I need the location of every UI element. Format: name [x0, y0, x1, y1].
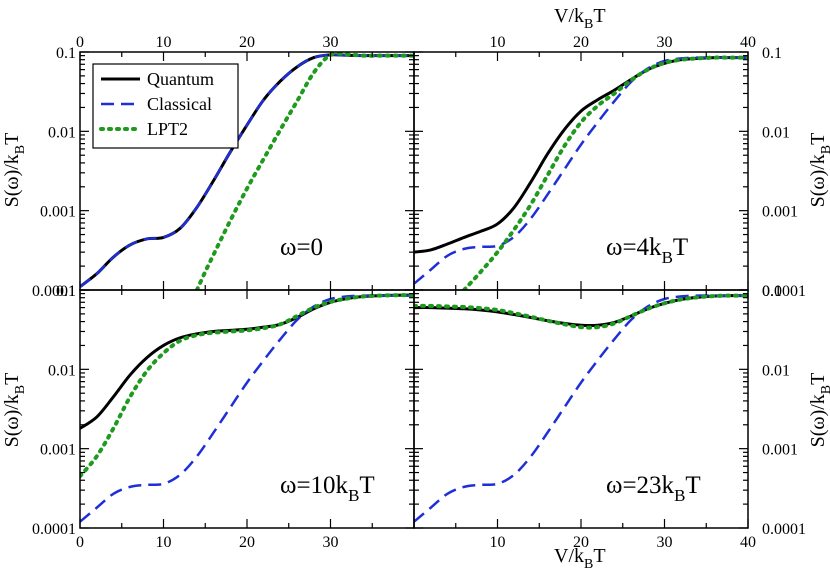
panel-3: ω=10kBT — [79, 289, 415, 529]
y-tick-label-left: 0.01 — [48, 124, 76, 141]
series-classical-line — [414, 294, 748, 523]
y-tick-label-left: 0.0001 — [32, 521, 76, 538]
x-tick-label-top: 10 — [156, 34, 172, 51]
panel-4: ω=23kBT — [413, 289, 749, 529]
y-tick-label-right: 0.0001 — [762, 283, 806, 300]
y-axis-title-right: S(ω)/kBT — [807, 133, 830, 208]
y-tick-label-left: 0.001 — [40, 204, 76, 221]
x-tick-label-bottom: 40 — [740, 534, 756, 551]
series-lpt2-line — [414, 293, 748, 330]
x-tick-label-bottom: 20 — [573, 534, 589, 551]
y-tick-label-right: 0.001 — [762, 204, 798, 221]
series-quantum-line — [80, 293, 414, 430]
legend-label-lpt2: LPT2 — [147, 119, 188, 139]
panel-label: ω=23kBT — [606, 472, 701, 505]
x-tick-label-top: 20 — [239, 34, 255, 51]
y-tick-label-left: 0.1 — [56, 45, 76, 62]
y-tick-label-right: 0.01 — [762, 124, 790, 141]
panel-label: ω=10kBT — [280, 472, 375, 505]
x-tick-label-top: 0 — [76, 34, 84, 51]
x-tick-label-bottom: 0 — [76, 534, 84, 551]
series-classical-line — [80, 294, 414, 523]
x-axis-title-top: V/kBT — [554, 5, 606, 32]
legend-label-classical: Classical — [147, 94, 212, 114]
panel-2: ω=4kBT — [413, 51, 749, 291]
series-quantum-line — [414, 56, 748, 254]
y-tick-label-right: 0.1 — [762, 283, 782, 300]
y-tick-label-right: 0.1 — [762, 45, 782, 62]
y-tick-label-left: 0.1 — [56, 283, 76, 300]
y-axis-title-left: S(ω)/kBT — [1, 373, 28, 448]
y-axis-title-right: S(ω)/kBT — [807, 373, 830, 448]
x-tick-label-top: 20 — [573, 34, 589, 51]
x-tick-label-bottom: 30 — [323, 534, 339, 551]
x-tick-label-top: 10 — [490, 34, 506, 51]
series-lpt2-line — [462, 55, 748, 290]
series-lpt2-line — [80, 293, 414, 479]
y-tick-label-right: 0.0001 — [762, 521, 806, 538]
x-tick-label-bottom: 20 — [239, 534, 255, 551]
x-tick-label-bottom: 10 — [490, 534, 506, 551]
x-tick-label-top: 40 — [740, 34, 756, 51]
y-tick-label-left: 0.001 — [40, 442, 76, 459]
x-axis-title-bottom: V/kBT — [554, 545, 606, 572]
panel-label: ω=4kBT — [606, 234, 688, 267]
series-quantum-line — [414, 294, 748, 327]
panel-frame — [413, 51, 749, 291]
y-axis-title-left: S(ω)/kBT — [1, 133, 28, 208]
x-tick-label-bottom: 10 — [156, 534, 172, 551]
series-classical-line — [80, 53, 414, 288]
y-tick-label-right: 0.001 — [762, 442, 798, 459]
series-lpt2-line — [194, 52, 414, 290]
y-tick-label-right: 0.01 — [762, 362, 790, 379]
x-tick-label-bottom: 30 — [657, 534, 673, 551]
legend: Quantum Classical LPT2 — [92, 63, 239, 149]
x-tick-label-top: 30 — [323, 34, 339, 51]
series-classical-line — [414, 56, 748, 285]
legend-label-quantum: Quantum — [147, 69, 214, 89]
x-tick-label-top: 30 — [657, 34, 673, 51]
panel-label: ω=0 — [280, 234, 323, 261]
y-tick-label-left: 0.0001 — [32, 283, 76, 300]
y-tick-label-left: 0.01 — [48, 362, 76, 379]
